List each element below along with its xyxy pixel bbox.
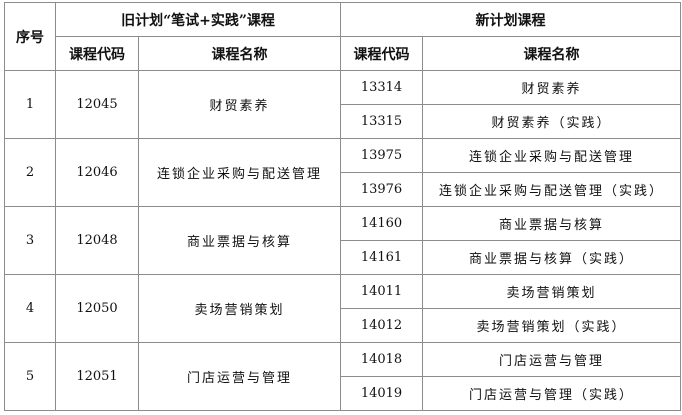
new-code-cell: 13315 bbox=[340, 104, 423, 139]
new-name-cell: 商业票据与核算（实践） bbox=[422, 240, 681, 275]
new-name-cell: 门店运营与管理 bbox=[422, 342, 681, 377]
seq-cell: 4 bbox=[4, 274, 56, 343]
new-code-cell: 13976 bbox=[340, 172, 423, 207]
old-name-cell: 连锁企业采购与配送管理 bbox=[138, 138, 341, 207]
new-code-cell: 13314 bbox=[340, 70, 423, 105]
seq-cell: 5 bbox=[4, 342, 56, 411]
table-row: 14161 商业票据与核算（实践） bbox=[5, 240, 681, 275]
new-code-cell: 14019 bbox=[340, 376, 423, 411]
table-row: 13976 连锁企业采购与配送管理（实践） bbox=[5, 172, 681, 207]
course-mapping-table: 序号 旧计划“笔试+实践”课程 新计划课程 课程代码 课程名称 课程代码 课程名… bbox=[4, 2, 681, 411]
new-code-cell: 14161 bbox=[340, 240, 423, 275]
header-new-name: 课程名称 bbox=[422, 36, 681, 71]
header-seq: 序号 bbox=[4, 2, 56, 71]
new-name-cell: 商业票据与核算 bbox=[422, 206, 681, 241]
old-name-cell: 商业票据与核算 bbox=[138, 206, 341, 275]
header-old-code: 课程代码 bbox=[55, 36, 139, 71]
table-row: 4 12050 卖场营销策划 14011 卖场营销策划 bbox=[4, 274, 681, 343]
table-row: 14012 卖场营销策划（实践） bbox=[5, 308, 681, 343]
new-name-cell: 卖场营销策划 bbox=[422, 274, 681, 309]
new-name-cell: 财贸素养 bbox=[422, 70, 681, 105]
header-new-code: 课程代码 bbox=[340, 36, 423, 71]
table-row: 3 12048 商业票据与核算 14160 商业票据与核算 bbox=[4, 206, 681, 275]
table-row: 1 12045 财贸素养 13314 财贸素养 bbox=[4, 70, 681, 139]
table-row: 5 12051 门店运营与管理 14018 门店运营与管理 bbox=[4, 342, 681, 411]
new-name-cell: 连锁企业采购与配送管理（实践） bbox=[422, 172, 681, 207]
old-code-cell: 12050 bbox=[55, 274, 139, 343]
old-name-cell: 卖场营销策划 bbox=[138, 274, 341, 343]
table-row: 14019 门店运营与管理（实践） bbox=[5, 376, 681, 411]
seq-cell: 2 bbox=[4, 138, 56, 207]
table-row: 2 12046 连锁企业采购与配送管理 13975 连锁企业采购与配送管理 bbox=[4, 138, 681, 207]
old-code-cell: 12045 bbox=[55, 70, 139, 139]
old-code-cell: 12051 bbox=[55, 342, 139, 411]
old-name-cell: 财贸素养 bbox=[138, 70, 341, 139]
seq-cell: 3 bbox=[4, 206, 56, 275]
seq-cell: 1 bbox=[4, 70, 56, 139]
header-old-name: 课程名称 bbox=[138, 36, 341, 71]
header-new-plan: 新计划课程 bbox=[340, 2, 681, 37]
new-code-cell: 14160 bbox=[340, 206, 423, 241]
old-code-cell: 12048 bbox=[55, 206, 139, 275]
new-code-cell: 14018 bbox=[340, 342, 423, 377]
new-code-cell: 14011 bbox=[340, 274, 423, 309]
new-name-cell: 卖场营销策划（实践） bbox=[422, 308, 681, 343]
old-code-cell: 12046 bbox=[55, 138, 139, 207]
old-name-cell: 门店运营与管理 bbox=[138, 342, 341, 411]
new-code-cell: 13975 bbox=[340, 138, 423, 173]
header-old-plan: 旧计划“笔试+实践”课程 bbox=[55, 2, 341, 37]
new-code-cell: 14012 bbox=[340, 308, 423, 343]
table-row: 13315 财贸素养（实践） bbox=[5, 104, 681, 139]
new-name-cell: 连锁企业采购与配送管理 bbox=[422, 138, 681, 173]
new-name-cell: 门店运营与管理（实践） bbox=[422, 376, 681, 411]
new-name-cell: 财贸素养（实践） bbox=[422, 104, 681, 139]
